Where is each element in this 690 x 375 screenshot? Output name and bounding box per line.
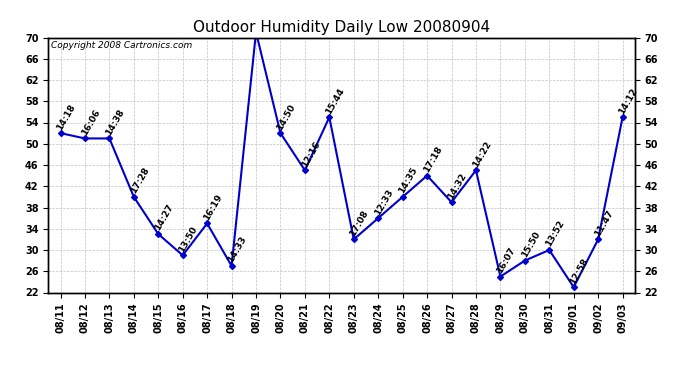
- Text: Copyright 2008 Cartronics.com: Copyright 2008 Cartronics.com: [51, 41, 193, 50]
- Text: 14:50: 14:50: [275, 102, 297, 132]
- Text: 14:33: 14:33: [226, 235, 248, 264]
- Text: 15:56: 15:56: [0, 374, 1, 375]
- Text: 12:33: 12:33: [373, 187, 395, 216]
- Text: 14:27: 14:27: [153, 203, 175, 232]
- Text: 16:07: 16:07: [495, 246, 517, 275]
- Text: 14:12: 14:12: [618, 86, 640, 116]
- Text: 13:52: 13:52: [544, 219, 566, 248]
- Text: 13:50: 13:50: [177, 225, 199, 254]
- Text: 17:18: 17:18: [422, 145, 444, 174]
- Text: 11:47: 11:47: [593, 208, 615, 238]
- Text: 12:16: 12:16: [299, 140, 322, 169]
- Text: 17:28: 17:28: [128, 166, 150, 195]
- Text: 14:22: 14:22: [471, 140, 493, 169]
- Text: 15:44: 15:44: [324, 86, 346, 116]
- Text: 15:50: 15:50: [520, 230, 542, 259]
- Text: 12:58: 12:58: [569, 256, 591, 286]
- Text: 14:18: 14:18: [55, 102, 77, 132]
- Text: 16:19: 16:19: [201, 192, 224, 222]
- Text: 14:35: 14:35: [397, 166, 420, 195]
- Text: 17:08: 17:08: [348, 209, 371, 238]
- Text: 14:38: 14:38: [104, 108, 126, 137]
- Text: 16:06: 16:06: [79, 108, 101, 137]
- Text: 14:32: 14:32: [446, 171, 469, 201]
- Title: Outdoor Humidity Daily Low 20080904: Outdoor Humidity Daily Low 20080904: [193, 20, 490, 35]
